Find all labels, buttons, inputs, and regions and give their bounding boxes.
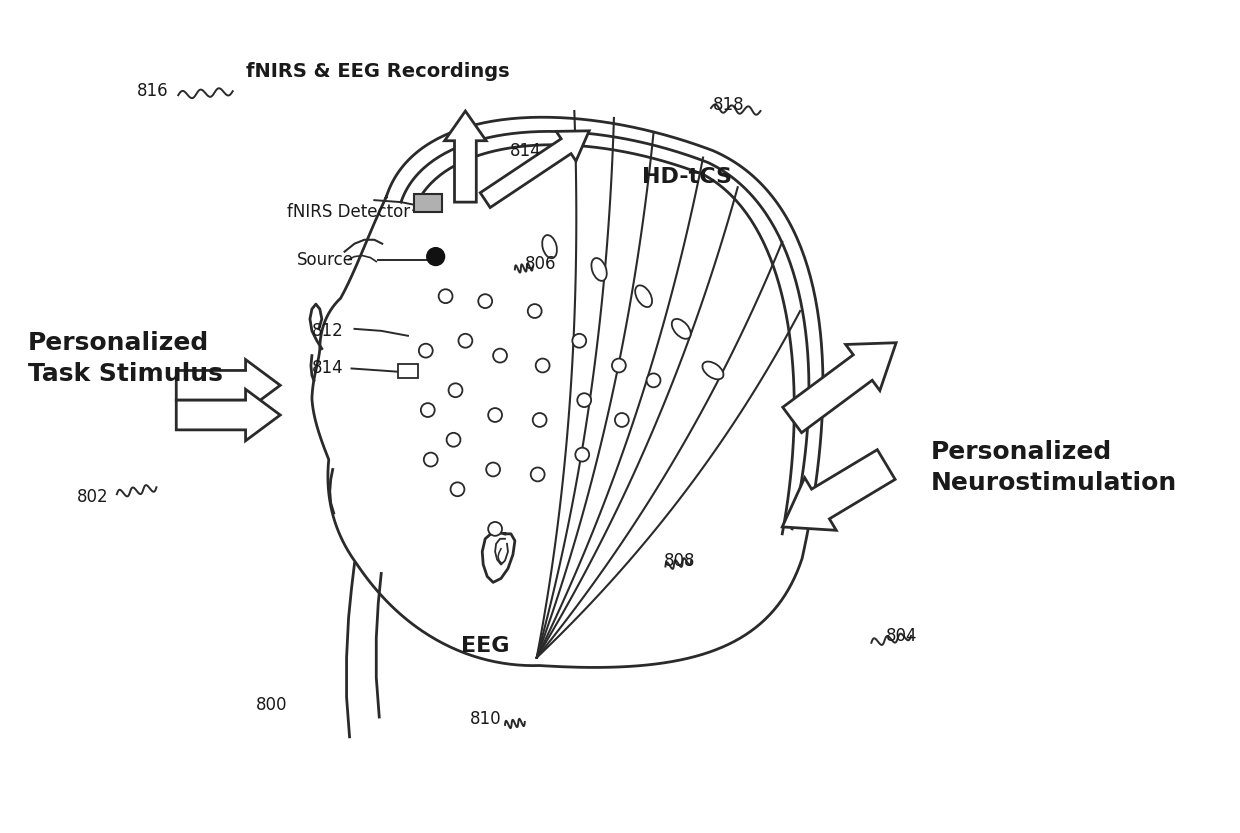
Circle shape <box>459 334 472 347</box>
Circle shape <box>575 447 589 461</box>
Text: fNIRS Detector: fNIRS Detector <box>288 203 410 221</box>
FancyArrow shape <box>176 360 280 411</box>
Circle shape <box>489 408 502 422</box>
FancyBboxPatch shape <box>398 363 418 378</box>
Circle shape <box>479 294 492 308</box>
Circle shape <box>486 462 500 476</box>
Circle shape <box>528 304 542 318</box>
Text: 816: 816 <box>136 82 169 100</box>
Circle shape <box>615 413 629 426</box>
Ellipse shape <box>635 286 652 307</box>
Text: 804: 804 <box>887 626 918 645</box>
FancyArrow shape <box>782 450 895 531</box>
Circle shape <box>449 383 463 397</box>
Circle shape <box>439 289 453 303</box>
Circle shape <box>489 522 502 536</box>
Text: fNIRS & EEG Recordings: fNIRS & EEG Recordings <box>246 62 510 81</box>
Circle shape <box>419 344 433 357</box>
Circle shape <box>573 334 587 347</box>
Text: Personalized
Task Stimulus: Personalized Task Stimulus <box>27 331 223 387</box>
Text: 814: 814 <box>312 360 343 377</box>
Text: 806: 806 <box>525 255 557 272</box>
Ellipse shape <box>672 319 691 339</box>
Ellipse shape <box>702 362 723 379</box>
Text: Source: Source <box>298 251 355 268</box>
Text: HD-tCS: HD-tCS <box>641 167 732 187</box>
Text: 808: 808 <box>663 551 694 570</box>
Text: 814: 814 <box>510 142 542 160</box>
FancyArrow shape <box>445 111 486 202</box>
FancyBboxPatch shape <box>414 194 441 212</box>
Circle shape <box>424 452 438 466</box>
Circle shape <box>494 349 507 362</box>
FancyArrow shape <box>782 342 897 432</box>
FancyArrow shape <box>480 131 589 207</box>
Circle shape <box>420 403 435 417</box>
Circle shape <box>450 482 465 496</box>
Circle shape <box>446 433 460 446</box>
FancyArrow shape <box>176 389 280 441</box>
Circle shape <box>578 393 591 407</box>
Circle shape <box>531 467 544 481</box>
Ellipse shape <box>542 235 557 258</box>
Text: 810: 810 <box>470 710 501 728</box>
Text: 802: 802 <box>77 488 109 506</box>
Text: EEG: EEG <box>461 636 510 656</box>
Circle shape <box>536 358 549 372</box>
Circle shape <box>646 373 661 387</box>
Text: 818: 818 <box>713 96 744 114</box>
Text: 800: 800 <box>255 696 286 714</box>
Circle shape <box>613 358 626 372</box>
Circle shape <box>427 247 445 266</box>
Text: 812: 812 <box>312 322 343 340</box>
Ellipse shape <box>591 258 606 281</box>
Text: Personalized
Neurostimulation: Personalized Neurostimulation <box>931 440 1177 496</box>
Circle shape <box>533 413 547 426</box>
